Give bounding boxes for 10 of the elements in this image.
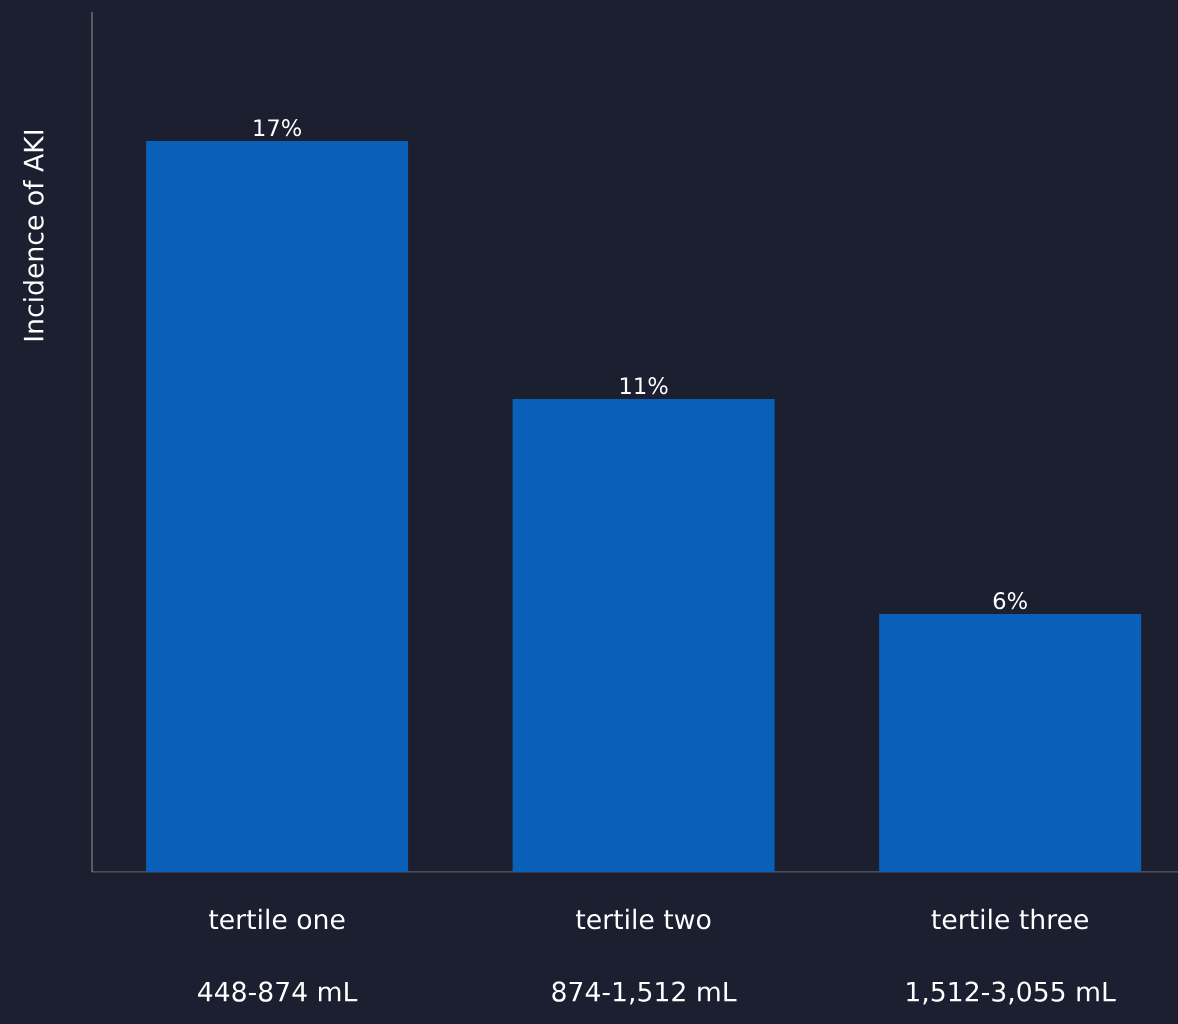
- x-tick-label: tertile one: [209, 908, 345, 930]
- data-label: 17%: [254, 119, 302, 137]
- data-label: 11%: [620, 377, 668, 395]
- data-label: 6%: [993, 592, 1027, 610]
- x-tick-label: tertile three: [931, 908, 1088, 930]
- x-tick-label: tertile two: [576, 908, 711, 930]
- text: 874-1,512 mL: [552, 981, 737, 1005]
- text: 448-874 mL: [198, 981, 358, 1002]
- y-axis-title: Incidence of AKI: [23, 131, 44, 341]
- text: 1,512-3,055 mL: [907, 981, 1116, 1005]
